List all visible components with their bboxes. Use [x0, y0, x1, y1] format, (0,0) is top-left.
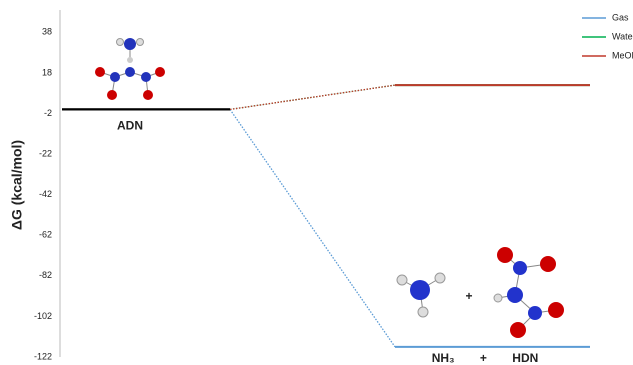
level-label: ADN: [117, 119, 143, 133]
adn-molecule: [95, 38, 165, 100]
plus-annotation: +: [465, 289, 472, 303]
y-tick-label: -62: [39, 230, 52, 240]
legend-label: MeOH: [612, 50, 633, 60]
y-tick-label: 38: [42, 27, 52, 37]
y-tick-label: -82: [39, 270, 52, 280]
chart: ΔG (kcal/mol) + 38 18 -2 -22 -42 -62 -82 -102 -1…: [0, 0, 633, 365]
connector: [230, 85, 395, 109]
y-tick-label: 18: [42, 67, 52, 77]
y-axis-label: ΔG (kcal/mol): [9, 140, 25, 230]
level-label: NH₃ + HDN: [432, 351, 539, 365]
legend-label: Water: [612, 31, 633, 41]
nh3-molecule: [397, 273, 445, 317]
y-tick-label: -22: [39, 148, 52, 158]
y-tick-label: -122: [34, 351, 52, 361]
connector: [230, 109, 395, 346]
y-tick-label: -102: [34, 311, 52, 321]
legend-label: Gas: [612, 12, 629, 22]
y-tick-label: -2: [44, 108, 52, 118]
hdn-molecule: [494, 247, 564, 338]
y-tick-label: -42: [39, 189, 52, 199]
